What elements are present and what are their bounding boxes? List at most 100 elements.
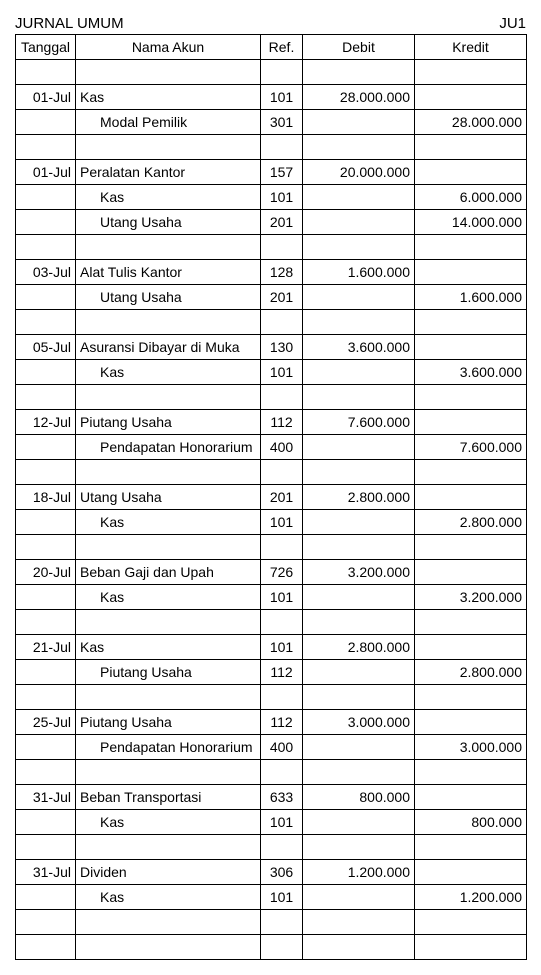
cell-kredit xyxy=(415,385,527,410)
cell-debit xyxy=(303,135,415,160)
cell-nama-akun: Pendapatan Honorarium xyxy=(76,735,261,760)
table-row: Modal Pemilik301 28.000.000 xyxy=(16,110,527,135)
cell-tanggal xyxy=(16,185,76,210)
table-row xyxy=(16,835,527,860)
cell-tanggal: 01-Jul xyxy=(16,85,76,110)
table-row: Kas101800.000 xyxy=(16,810,527,835)
cell-debit: 3.200.000 xyxy=(303,560,415,585)
table-row: Kas1011.200.000 xyxy=(16,885,527,910)
cell-tanggal xyxy=(16,235,76,260)
cell-nama-akun xyxy=(76,535,261,560)
cell-debit xyxy=(303,235,415,260)
cell-tanggal: 12-Jul xyxy=(16,410,76,435)
cell-nama-akun xyxy=(76,610,261,635)
table-row xyxy=(16,685,527,710)
col-header-tanggal: Tanggal xyxy=(16,35,76,60)
cell-tanggal xyxy=(16,60,76,85)
cell-nama-akun: Utang Usaha xyxy=(76,210,261,235)
cell-tanggal xyxy=(16,535,76,560)
table-row: 25-JulPiutang Usaha1123.000.000 xyxy=(16,710,527,735)
cell-kredit xyxy=(415,135,527,160)
cell-tanggal xyxy=(16,310,76,335)
cell-tanggal: 03-Jul xyxy=(16,260,76,285)
table-row: 31-JulBeban Transportasi633800.000 xyxy=(16,785,527,810)
table-row: Pendapatan Honorarium4003.000.000 xyxy=(16,735,527,760)
cell-ref xyxy=(261,310,303,335)
cell-tanggal xyxy=(16,285,76,310)
table-row xyxy=(16,385,527,410)
cell-kredit: 28.000.000 xyxy=(415,110,527,135)
cell-ref: 130 xyxy=(261,335,303,360)
cell-debit xyxy=(303,285,415,310)
table-row xyxy=(16,910,527,935)
cell-kredit xyxy=(415,60,527,85)
journal-wrapper: JURNAL UMUM JU1 Tanggal Nama Akun Ref. D… xyxy=(15,15,526,960)
cell-nama-akun xyxy=(76,235,261,260)
cell-debit xyxy=(303,685,415,710)
cell-kredit xyxy=(415,310,527,335)
cell-nama-akun: Kas xyxy=(76,85,261,110)
table-row: Utang Usaha20114.000.000 xyxy=(16,210,527,235)
cell-ref: 101 xyxy=(261,585,303,610)
cell-kredit xyxy=(415,535,527,560)
cell-ref: 633 xyxy=(261,785,303,810)
cell-tanggal xyxy=(16,910,76,935)
cell-ref: 201 xyxy=(261,285,303,310)
cell-debit: 2.800.000 xyxy=(303,485,415,510)
cell-kredit: 2.800.000 xyxy=(415,660,527,685)
cell-tanggal xyxy=(16,885,76,910)
cell-nama-akun xyxy=(76,385,261,410)
cell-kredit xyxy=(415,710,527,735)
cell-debit xyxy=(303,610,415,635)
cell-nama-akun xyxy=(76,935,261,960)
cell-kredit: 7.600.000 xyxy=(415,435,527,460)
cell-tanggal: 20-Jul xyxy=(16,560,76,585)
cell-kredit xyxy=(415,85,527,110)
col-header-kredit: Kredit xyxy=(415,35,527,60)
cell-debit xyxy=(303,535,415,560)
cell-debit xyxy=(303,460,415,485)
cell-ref: 112 xyxy=(261,660,303,685)
cell-debit: 28.000.000 xyxy=(303,85,415,110)
cell-kredit xyxy=(415,935,527,960)
cell-tanggal xyxy=(16,935,76,960)
cell-debit: 800.000 xyxy=(303,785,415,810)
cell-debit xyxy=(303,935,415,960)
cell-nama-akun: Modal Pemilik xyxy=(76,110,261,135)
cell-kredit: 800.000 xyxy=(415,810,527,835)
cell-ref: 157 xyxy=(261,160,303,185)
journal-code: JU1 xyxy=(499,15,526,32)
cell-nama-akun: Utang Usaha xyxy=(76,285,261,310)
cell-nama-akun: Beban Gaji dan Upah xyxy=(76,560,261,585)
cell-nama-akun: Peralatan Kantor xyxy=(76,160,261,185)
cell-ref: 101 xyxy=(261,810,303,835)
table-row: Piutang Usaha1122.800.000 xyxy=(16,660,527,685)
cell-kredit: 1.200.000 xyxy=(415,885,527,910)
cell-debit xyxy=(303,385,415,410)
cell-nama-akun: Kas xyxy=(76,585,261,610)
cell-debit xyxy=(303,435,415,460)
table-row: Kas1012.800.000 xyxy=(16,510,527,535)
cell-debit xyxy=(303,810,415,835)
cell-debit xyxy=(303,110,415,135)
cell-debit: 1.200.000 xyxy=(303,860,415,885)
table-row: 20-JulBeban Gaji dan Upah7263.200.000 xyxy=(16,560,527,585)
cell-kredit xyxy=(415,910,527,935)
cell-kredit xyxy=(415,560,527,585)
cell-kredit xyxy=(415,785,527,810)
cell-ref: 301 xyxy=(261,110,303,135)
cell-ref: 306 xyxy=(261,860,303,885)
table-row: 05-JulAsuransi Dibayar di Muka1303.600.0… xyxy=(16,335,527,360)
cell-kredit: 6.000.000 xyxy=(415,185,527,210)
title-row: JURNAL UMUM JU1 xyxy=(15,15,526,32)
cell-nama-akun xyxy=(76,460,261,485)
cell-tanggal xyxy=(16,435,76,460)
cell-kredit: 14.000.000 xyxy=(415,210,527,235)
cell-nama-akun: Dividen xyxy=(76,860,261,885)
cell-tanggal xyxy=(16,585,76,610)
cell-tanggal xyxy=(16,385,76,410)
cell-nama-akun xyxy=(76,910,261,935)
cell-debit xyxy=(303,510,415,535)
cell-nama-akun: Kas xyxy=(76,885,261,910)
cell-nama-akun: Asuransi Dibayar di Muka xyxy=(76,335,261,360)
